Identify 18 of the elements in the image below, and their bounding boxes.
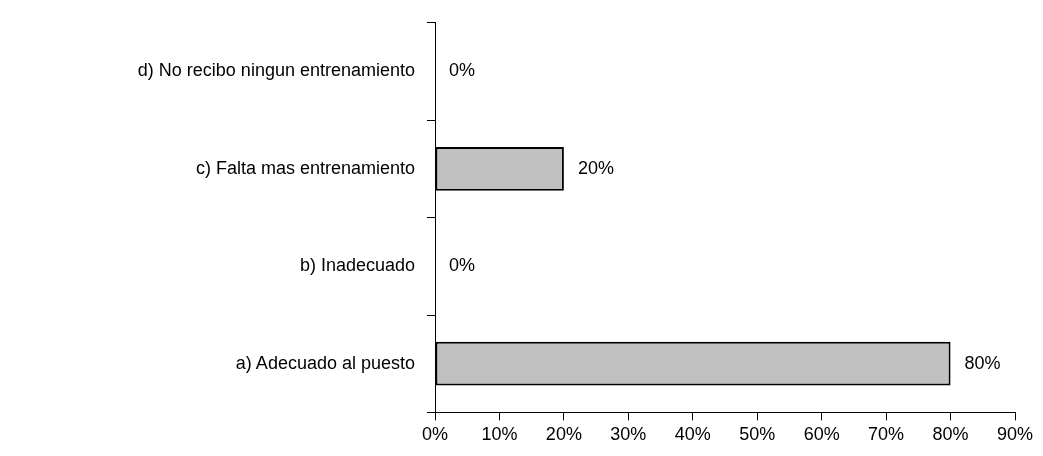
x-tick-label: 0% (421, 424, 449, 445)
data-label: 0% (449, 60, 476, 81)
x-tick-label: 40% (674, 424, 711, 445)
data-label: 0% (449, 255, 476, 276)
x-tick-label: 20% (545, 424, 582, 445)
y-tick-label: b) Inadecuado (299, 255, 415, 276)
data-label: 80% (964, 352, 1001, 373)
x-tick-label: 30% (610, 424, 647, 445)
x-tick-label: 10% (481, 424, 518, 445)
x-tick-label: 90% (996, 424, 1034, 445)
y-tick-label: a) Adecuado al puesto (235, 352, 415, 373)
data-label: 20% (577, 157, 614, 178)
x-tick-label: 80% (932, 424, 969, 445)
x-tick-label: 60% (803, 424, 840, 445)
y-tick-label: d) No recibo ningun entrenamiento (137, 60, 415, 81)
x-tick-label: 70% (868, 424, 905, 445)
y-tick-label: c) Falta mas entrenamiento (195, 157, 415, 178)
x-tick-label: 50% (739, 424, 776, 445)
